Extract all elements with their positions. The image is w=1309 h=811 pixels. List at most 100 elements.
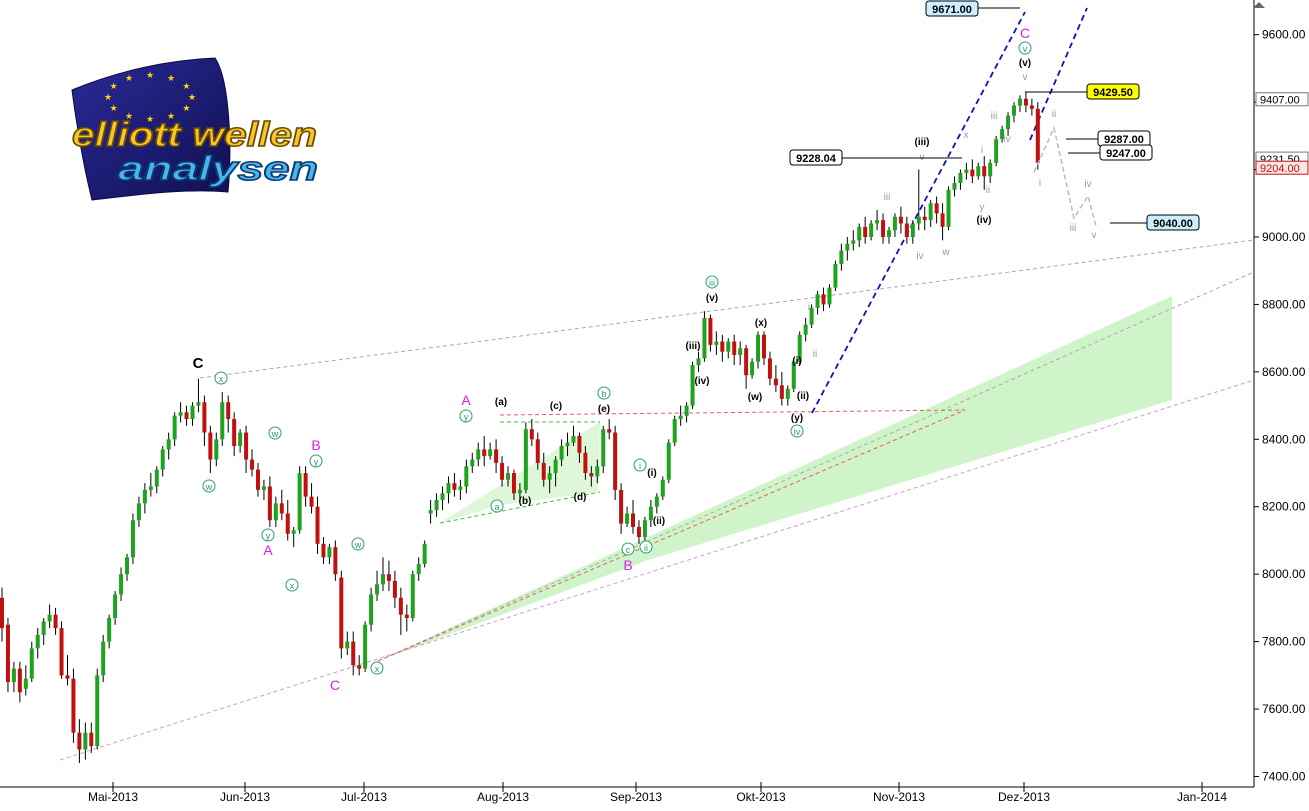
candle [714,331,719,355]
candle-body [500,462,505,480]
candle [285,499,290,541]
scroll-up-icon[interactable] [1253,2,1265,8]
candle-body [315,506,320,544]
candle [273,496,278,527]
candle-body [470,459,475,467]
candle-body [196,402,201,406]
wave-label-text: (c) [550,401,562,412]
candle-body [65,675,70,679]
candle [696,351,701,372]
candle [928,199,933,227]
logo-star-icon: ★ [182,81,190,91]
candle [577,432,582,463]
candle [255,462,260,497]
candle [0,587,4,642]
candle [345,631,350,656]
candle-body [613,432,618,490]
candle-body [428,510,433,514]
wave-label: C [1020,25,1030,41]
candle-body [529,429,534,440]
wave-label-text: x [290,581,295,591]
price-level-label: 9671.00 [925,0,1020,17]
y-tick-label: 7800.00 [1262,635,1306,649]
y-tick-label: 9600.00 [1262,28,1306,42]
wave-label-text: (x) [755,318,767,329]
candle [660,476,665,500]
candle [648,499,653,527]
candle [523,422,528,494]
candle [315,496,320,554]
candle [672,415,677,447]
candle-body [619,489,624,524]
candle [744,344,749,389]
candle [892,213,897,237]
candle-body [29,648,34,679]
wave-label-text: b [601,389,606,399]
candle [690,361,695,409]
wave-label-circle [285,578,299,592]
candle [881,213,886,244]
wave-label-text: B [623,557,632,573]
wave-label-text: iv [1084,179,1091,190]
candles-layer [0,92,1040,764]
candle [107,614,112,649]
wave-label: x [285,578,299,592]
candle [226,395,231,433]
candle [958,169,963,190]
forecast-path-layer [1033,125,1097,227]
candle-body [142,489,147,504]
candle-body [672,419,677,443]
logo-star-icon: ★ [146,114,154,124]
candle [47,604,52,629]
wave-label-text: y [314,457,319,467]
candle [488,442,493,460]
candle-body [309,496,314,507]
candle [1035,102,1040,170]
wave-label-circle [214,371,228,385]
candle-body [1017,98,1022,106]
lower-trendline [59,379,1255,761]
candle-body [446,483,451,494]
candle-body [738,348,743,355]
candle-body [1035,108,1040,163]
candle [136,496,141,527]
candle-body [857,226,862,241]
wave-label-circle [459,409,473,423]
candle [773,365,778,393]
candle-body [250,459,255,470]
candle-body [577,435,582,453]
wave-label: c [621,542,635,556]
candle-body [160,449,165,470]
candle [898,206,903,234]
candle [11,661,16,693]
wave-label-text: ii [1052,109,1056,120]
candle [464,459,469,494]
candle-body [809,307,814,325]
candle-body [1023,98,1028,106]
candle [333,540,338,581]
x-axis: Mai-2013 Jun-2013 Jul-2013 Aug-2013 Sep-2013… [88,782,1227,804]
price-tag: 9204.00 [1255,160,1309,175]
candle-body [898,216,903,224]
candle [910,220,915,244]
candle-body [208,432,213,460]
candle-body [1006,115,1011,130]
wave-label-text: (d) [574,492,587,503]
candle [208,425,213,474]
logo-flag [71,57,231,201]
candle [220,392,225,447]
wave-label-text: x [219,374,224,384]
wave-label: iv [790,424,804,438]
wave-label: i [981,145,983,156]
candle-body [5,624,10,683]
wave-label-text: x [964,130,969,141]
price-level-value: 9040.00 [1153,218,1193,230]
candle [500,456,505,487]
candle [428,499,433,524]
wave-label-text: y [980,202,985,213]
wave-label-text: w [354,540,362,550]
wave-label: iii [884,192,891,203]
price-level-box [1146,214,1200,231]
candle-body [517,489,522,494]
wave-label-text: (iv) [977,215,992,226]
